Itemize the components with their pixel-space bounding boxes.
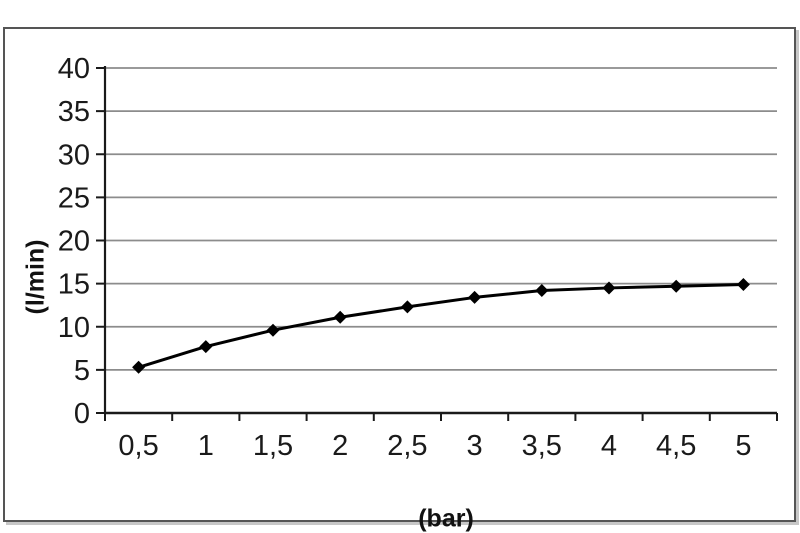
x-tick-label: 1 (198, 430, 214, 462)
data-point-marker (535, 284, 549, 298)
x-axis-title: (bar) (418, 504, 474, 533)
data-point-marker (400, 300, 414, 314)
x-tick-label: 3,5 (522, 430, 562, 462)
data-point-marker (602, 281, 616, 295)
y-tick-label: 15 (58, 269, 90, 301)
data-point-marker (669, 279, 683, 293)
y-tick-label: 40 (58, 53, 90, 85)
x-tick-label: 2,5 (387, 430, 427, 462)
x-tick-label: 0,5 (118, 430, 158, 462)
y-tick-label: 0 (74, 398, 90, 430)
y-tick-label: 25 (58, 182, 90, 214)
data-point-marker (199, 340, 213, 354)
data-point-marker (736, 277, 750, 291)
y-tick-label: 30 (58, 139, 90, 171)
chart-frame: (l/min) (bar) (3, 27, 796, 533)
y-tick-label: 10 (58, 312, 90, 344)
data-point-marker (468, 290, 482, 304)
y-tick-label: 5 (74, 355, 90, 387)
data-point-marker (132, 360, 146, 374)
x-tick-label: 4,5 (656, 430, 696, 462)
x-tick-label: 5 (735, 430, 751, 462)
data-line (137, 282, 745, 369)
x-tick-label: 4 (601, 430, 617, 462)
data-point-marker (333, 310, 347, 324)
data-point-marker (266, 323, 280, 337)
y-tick-label: 35 (58, 96, 90, 128)
x-tick-label: 2 (332, 430, 348, 462)
x-tick-label: 3 (467, 430, 483, 462)
x-tick-label: 1,5 (253, 430, 293, 462)
y-tick-label: 20 (58, 226, 90, 258)
